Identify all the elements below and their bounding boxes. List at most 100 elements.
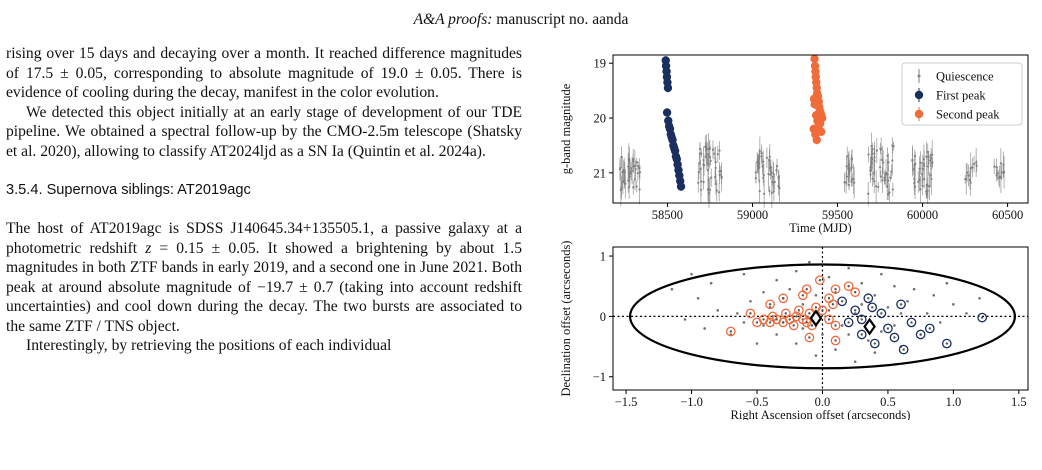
quiescence-point [769,166,772,169]
first-peak-center [910,321,913,324]
quiescence-point [714,182,718,186]
quiescence-point [847,183,851,186]
quiescence-point [867,153,870,156]
text-column: rising over 15 days and decaying over a … [6,44,522,356]
second-peak-position [814,275,825,286]
detection-point [814,354,818,357]
quiescence-point [867,192,870,195]
quiescence-point [870,144,873,148]
first-peak-position [869,338,880,349]
quiescence-point [975,164,978,167]
first-peak-center [886,327,890,330]
quiescence-point [623,169,626,172]
second-peak-center [814,306,818,309]
quiescence-point [889,176,892,179]
detection-point [821,333,824,336]
second-peak-center [784,312,788,315]
first-peak-point [663,83,673,93]
quiescence-point [633,164,636,168]
legend-marker [917,74,921,78]
quiescence-point [925,183,928,186]
quiescence-point [720,176,723,180]
quiescence-point [702,180,705,184]
quiescence-point [697,181,700,184]
detection-point [794,342,798,345]
quiescence-point [762,160,765,163]
quiescence-point [758,190,761,193]
first-peak-center [980,316,984,319]
first-peak-position [850,305,861,316]
quiescence-point [877,185,880,189]
second-peak-position [788,320,799,331]
first-peak-position [977,312,988,323]
legend-box [901,62,1023,126]
x-tick-label: 60500 [992,208,1023,222]
quiescence-point [884,173,887,176]
quiescence-point [765,156,768,159]
y-tick-label: 21 [594,166,607,180]
quiescence-point [852,178,855,181]
second-peak-center [808,336,811,339]
quiescence-point [891,144,894,147]
y-axis-label: Declination offset (arcseconds) [559,241,573,397]
first-peak-center [919,333,922,336]
quiescence-point [890,170,893,173]
second-peak-point [810,54,819,64]
y-tick-label: 1 [600,250,606,264]
detection-point [703,327,706,330]
quiescence-point [878,166,882,169]
first-peak-center [880,312,883,315]
quiescence-point [964,178,967,181]
detection-point [801,327,805,330]
detection-point [965,312,968,315]
quiescence-point [767,172,770,176]
second-peak-position [824,314,834,325]
quiescence-point [768,189,771,193]
second-peak-center [834,339,837,342]
second-peak-center [729,330,733,333]
second-peak-position [725,326,736,337]
x-tick-label: 59000 [737,208,768,222]
quiescence-point [921,167,924,171]
detection-point [860,303,864,306]
quiescence-point [879,147,882,150]
first-peak-position [896,299,906,310]
quiescence-point [621,180,625,183]
detection-point [762,290,765,294]
position-frame [612,246,1029,391]
quiescence-point [996,172,999,175]
mean-position-diamond [863,317,876,336]
legend-marker [914,90,924,100]
first-peak-position [856,314,867,325]
x-tick-label: 0.0 [815,395,831,409]
host-ellipse [628,263,1017,370]
position-plot: −1.5 −1.0 −0.5 0.0 0.5 1.0 1.5 −1 0 1 Right Ascens… [559,241,1029,422]
first-peak-center [853,309,857,312]
quiescence-point [636,164,640,167]
second-peak-center [834,288,837,291]
detection-point [742,321,746,324]
manuscript-label: manuscript no. aanda [496,11,629,28]
quiescence-point [930,157,933,160]
quiescence-point [917,180,920,183]
quiescence-point [719,169,722,172]
detection-point [716,309,720,312]
quiescence-point [912,168,915,171]
x-tick-label: −1.5 [615,395,638,409]
quiescence-point [871,157,874,161]
detection-point [978,296,981,300]
second-peak-position [765,299,775,310]
quiescence-point [718,191,721,194]
second-peak-position [804,332,815,343]
second-peak-center [834,324,837,327]
second-peak-point [812,135,821,145]
quiescence-point [716,153,719,156]
quiescence-point [847,167,850,171]
quiescence-point [886,154,889,157]
quiescence-point [883,176,886,179]
second-peak-point [815,119,825,128]
quiescence-point [921,184,924,188]
quiescence-point [635,185,638,188]
quiescence-point [770,180,774,184]
quiescence-point [850,157,854,160]
